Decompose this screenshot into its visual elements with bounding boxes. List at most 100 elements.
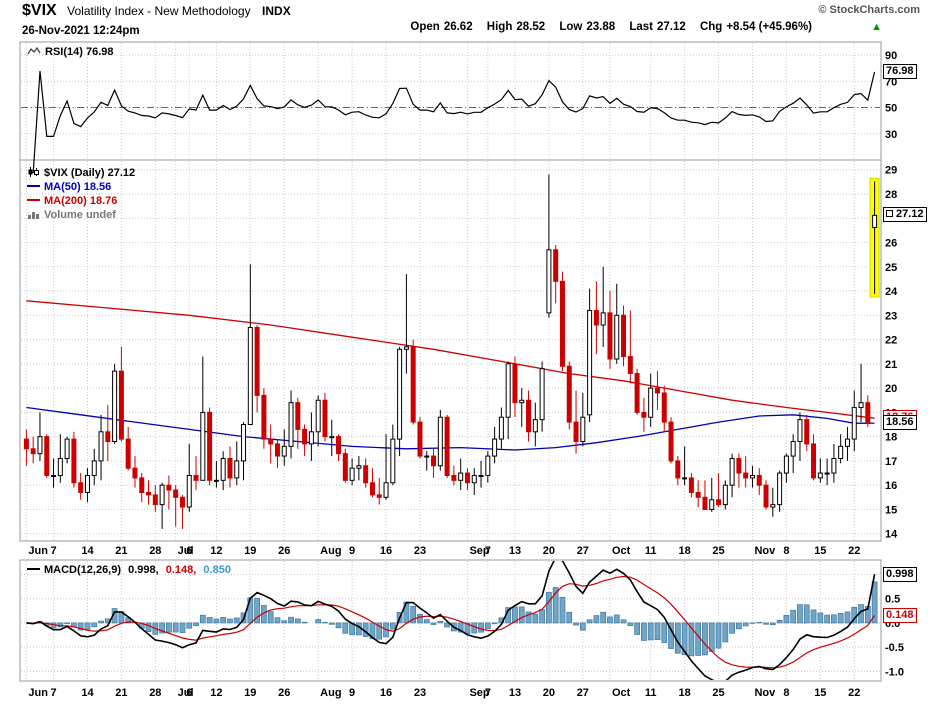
svg-text:23: 23 bbox=[885, 310, 897, 322]
exchange-label: INDX bbox=[262, 4, 291, 18]
low-value: 23.88 bbox=[586, 21, 616, 33]
svg-text:24: 24 bbox=[885, 286, 898, 298]
symbol-ticker: $VIX bbox=[22, 2, 57, 19]
svg-text:21: 21 bbox=[115, 687, 127, 699]
svg-text:25: 25 bbox=[885, 262, 897, 274]
svg-text:20: 20 bbox=[543, 545, 555, 557]
price-legend-ma200: MA(200) 18.76 bbox=[44, 195, 118, 207]
svg-text:Nov: Nov bbox=[754, 687, 776, 699]
svg-text:-0.5: -0.5 bbox=[885, 642, 904, 654]
chart-header: $VIX Volatility Index - New Methodology … bbox=[22, 2, 920, 22]
macd-signal-badge: 0.148 bbox=[883, 607, 917, 623]
svg-text:12: 12 bbox=[210, 687, 222, 699]
svg-text:Nov: Nov bbox=[754, 545, 776, 557]
rsi-legend-label: RSI(14) 76.98 bbox=[45, 46, 114, 58]
rsi-legend: RSI(14) 76.98 bbox=[27, 46, 113, 58]
low-label: Low bbox=[559, 21, 583, 33]
svg-text:6: 6 bbox=[186, 545, 192, 557]
svg-text:14: 14 bbox=[81, 687, 94, 699]
svg-text:11: 11 bbox=[645, 545, 657, 557]
last-price-badge: 27.12 bbox=[883, 207, 927, 223]
svg-text:27: 27 bbox=[577, 545, 589, 557]
svg-text:15: 15 bbox=[814, 687, 826, 699]
svg-text:7: 7 bbox=[485, 545, 491, 557]
svg-text:0.5: 0.5 bbox=[885, 594, 900, 606]
svg-text:19: 19 bbox=[244, 545, 256, 557]
high-label: High bbox=[486, 21, 513, 33]
price-legend-volume-row: Volume undef bbox=[27, 208, 135, 222]
svg-text:8: 8 bbox=[783, 687, 789, 699]
svg-text:Jun: Jun bbox=[28, 545, 48, 557]
change-up-arrow-icon: ▲ bbox=[871, 21, 882, 33]
svg-text:90: 90 bbox=[885, 50, 897, 62]
svg-text:20: 20 bbox=[543, 687, 555, 699]
svg-text:16: 16 bbox=[380, 545, 392, 557]
price-legend-symbol-row: $VIX (Daily) 27.12 bbox=[27, 166, 135, 180]
svg-text:22: 22 bbox=[885, 335, 897, 347]
svg-text:11: 11 bbox=[645, 687, 657, 699]
rsi-zigzag-icon bbox=[27, 46, 41, 55]
svg-text:Jun: Jun bbox=[28, 687, 48, 699]
svg-text:50: 50 bbox=[885, 103, 897, 115]
price-legend-ma50: MA(50) 18.56 bbox=[44, 181, 112, 193]
svg-text:70: 70 bbox=[885, 76, 897, 88]
svg-text:22: 22 bbox=[848, 545, 860, 557]
symbol-name: Volatility Index - New Methodology bbox=[67, 4, 251, 18]
svg-text:28: 28 bbox=[149, 545, 161, 557]
last-value: 27.12 bbox=[656, 21, 686, 33]
svg-text:15: 15 bbox=[814, 545, 826, 557]
svg-text:13: 13 bbox=[509, 545, 521, 557]
svg-text:7: 7 bbox=[50, 545, 56, 557]
svg-text:14: 14 bbox=[885, 529, 898, 541]
svg-text:18: 18 bbox=[885, 432, 897, 444]
svg-text:22: 22 bbox=[848, 687, 860, 699]
volume-bars-icon bbox=[28, 212, 39, 219]
svg-text:26: 26 bbox=[278, 545, 290, 557]
svg-text:6: 6 bbox=[186, 687, 192, 699]
ma50-value-badge: 18.56 bbox=[883, 415, 917, 431]
svg-text:25: 25 bbox=[712, 687, 724, 699]
svg-text:Sep: Sep bbox=[469, 687, 489, 699]
quote-row: 26-Nov-2021 12:24pm Open 26.62 High 28.52 … bbox=[22, 21, 920, 37]
svg-text:20: 20 bbox=[885, 383, 897, 395]
svg-text:23: 23 bbox=[414, 687, 426, 699]
copyright-label: © StockCharts.com bbox=[818, 4, 920, 16]
macd-value-badge: 0.998 bbox=[883, 566, 917, 582]
chg-label: Chg bbox=[699, 21, 723, 33]
svg-text:13: 13 bbox=[509, 687, 521, 699]
open-label: Open bbox=[410, 21, 440, 33]
svg-text:16: 16 bbox=[380, 687, 392, 699]
ma50-line-icon bbox=[27, 185, 40, 187]
svg-text:9: 9 bbox=[349, 545, 355, 557]
svg-text:8: 8 bbox=[783, 545, 789, 557]
svg-text:26: 26 bbox=[278, 687, 290, 699]
svg-text:9: 9 bbox=[349, 687, 355, 699]
svg-text:Oct: Oct bbox=[612, 687, 631, 699]
price-legend-symbol: $VIX (Daily) 27.12 bbox=[44, 167, 136, 179]
svg-text:28: 28 bbox=[149, 687, 161, 699]
svg-text:Sep: Sep bbox=[469, 545, 489, 557]
svg-text:27: 27 bbox=[577, 687, 589, 699]
svg-text:21: 21 bbox=[115, 545, 127, 557]
macd-legend-name: MACD(12,26,9) bbox=[44, 564, 122, 576]
svg-text:-1.0: -1.0 bbox=[885, 666, 904, 678]
svg-text:Oct: Oct bbox=[612, 545, 631, 557]
svg-text:23: 23 bbox=[414, 545, 426, 557]
svg-text:12: 12 bbox=[210, 545, 222, 557]
datetime-label: 26-Nov-2021 12:24pm bbox=[22, 25, 140, 37]
candlestick-icon bbox=[28, 167, 39, 177]
svg-text:29: 29 bbox=[885, 165, 897, 177]
svg-text:25: 25 bbox=[712, 545, 724, 557]
quote-line: Open 26.62 High 28.52 Low 23.88 Last 27.12 C… bbox=[410, 21, 812, 33]
macd-legend: MACD(12,26,9) 0.998, 0.148, 0.850 bbox=[27, 564, 231, 576]
svg-text:18: 18 bbox=[678, 545, 690, 557]
svg-text:28: 28 bbox=[885, 189, 897, 201]
svg-text:30: 30 bbox=[885, 129, 897, 141]
high-value: 28.52 bbox=[516, 21, 546, 33]
svg-text:7: 7 bbox=[50, 687, 56, 699]
macd-legend-value: 0.998, bbox=[128, 564, 159, 576]
ma200-line-icon bbox=[27, 199, 40, 201]
svg-text:Jul: Jul bbox=[178, 545, 194, 557]
